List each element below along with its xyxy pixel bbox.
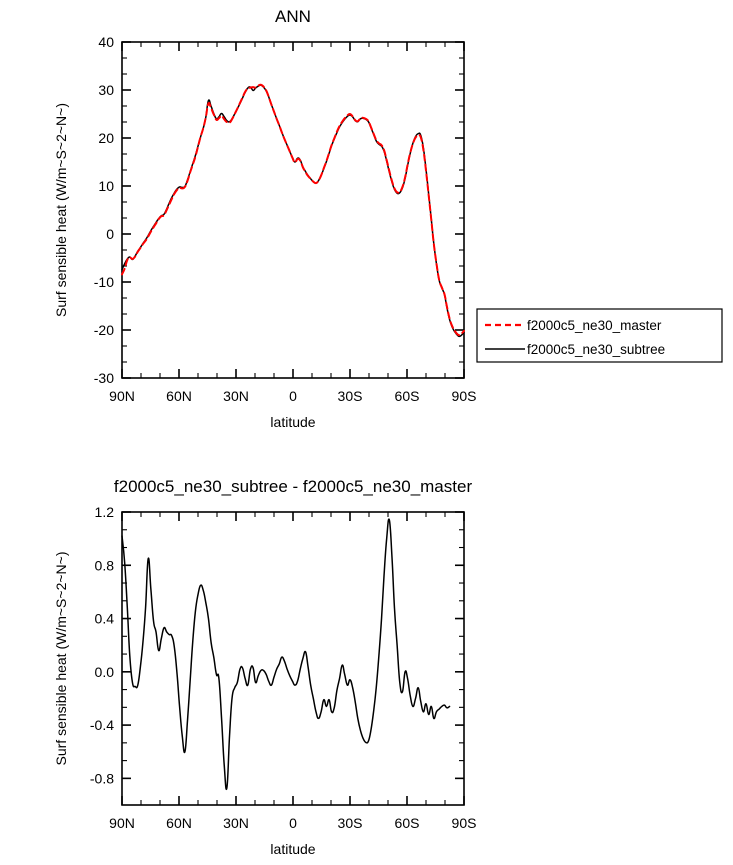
y-tick-label: 10 [98,178,114,194]
x-tick-label: 60S [395,388,420,404]
legend: f2000c5_ne30_master f2000c5_ne30_subtree [476,308,723,363]
bottom-axes-group [121,511,465,806]
x-tick-label: 0 [289,815,297,831]
series-line-f2000c5_ne30_master [121,83,465,337]
y-tick-label: -0.8 [90,770,114,786]
x-tick-label: 60N [166,815,192,831]
y-tick-label: 0.8 [95,557,115,573]
y-tick-label: -30 [94,370,114,386]
x-tick-label: 30N [223,815,249,831]
x-tick-label: 90S [452,815,477,831]
bottom-chart-title: f2000c5_ne30_subtree - f2000c5_ne30_mast… [114,477,473,496]
top-x-tick-labels: 90N 60N 30N 0 30S 60S 90S [109,388,476,404]
series-line-f2000c5_ne30_subtree [121,84,465,338]
y-tick-label: 0 [106,226,114,242]
top-y-axis-title: Surf sensible heat (W/m~S~2~N~) [53,103,69,317]
top-series-group [121,83,465,338]
top-y-tick-labels: 40 30 20 10 0 -10 -20 -30 [94,34,114,386]
y-tick-label: 40 [98,34,114,50]
top-x-axis-title: latitude [270,414,315,430]
x-tick-label: 30S [338,815,363,831]
x-tick-label: 30S [338,388,363,404]
y-tick-label: 1.2 [95,504,115,520]
bottom-chart-panel: f2000c5_ne30_subtree - f2000c5_ne30_mast… [53,477,476,857]
x-tick-label: 90S [452,388,477,404]
y-tick-label: -10 [94,274,114,290]
x-tick-label: 30N [223,388,249,404]
y-tick-label: 0.4 [95,611,115,627]
x-tick-label: 60N [166,388,192,404]
plot-frame [121,41,465,379]
legend-label-f2000c5_ne30_master: f2000c5_ne30_master [527,318,662,333]
x-tick-label: 0 [289,388,297,404]
plot-frame [121,511,465,806]
y-tick-label: 30 [98,82,114,98]
legend-label-f2000c5_ne30_subtree: f2000c5_ne30_subtree [527,342,665,357]
top-axes-group [121,41,465,379]
bottom-y-axis-title: Surf sensible heat (W/m~S~2~N~) [53,552,69,766]
x-tick-label: 90N [109,388,135,404]
bottom-y-tick-labels: 1.2 0.8 0.4 0.0 -0.4 -0.8 [90,504,114,786]
series-line-f2000c5_ne30_subtree - f2000c5_ne30_master [121,518,451,790]
bottom-x-tick-labels: 90N 60N 30N 0 30S 60S 90S [109,815,476,831]
x-tick-label: 90N [109,815,135,831]
bottom-series-group [121,518,451,790]
y-tick-label: -0.4 [90,717,114,733]
top-chart-title: ANN [275,7,311,26]
y-tick-label: 0.0 [95,664,115,680]
bottom-x-axis-title: latitude [270,841,315,857]
y-tick-label: -20 [94,322,114,338]
x-tick-label: 60S [395,815,420,831]
y-tick-label: 20 [98,130,114,146]
legend-box [476,308,723,363]
